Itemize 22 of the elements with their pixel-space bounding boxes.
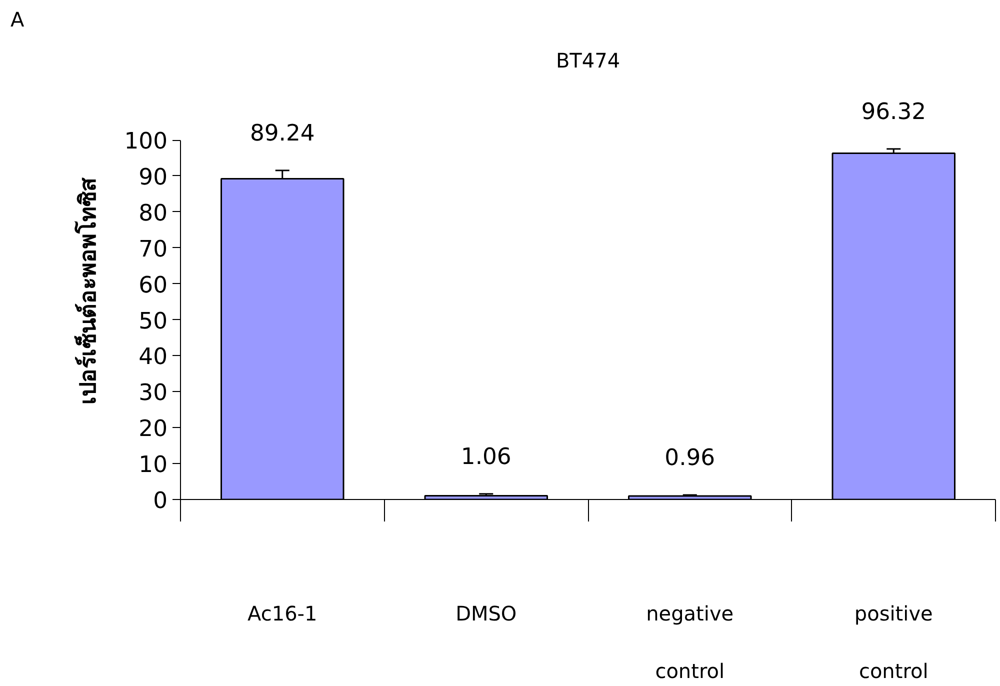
chart-title: BT474: [556, 48, 620, 72]
y-tick-label: 30: [138, 380, 168, 406]
y-tick-label: 70: [138, 236, 168, 262]
y-tick-label: 90: [138, 164, 168, 190]
y-tick-label: 20: [138, 416, 168, 442]
data-label: 0.96: [664, 444, 716, 471]
data-label: 1.06: [460, 444, 512, 470]
y-tick-label: 60: [138, 272, 168, 298]
category-label: positive control: [854, 602, 933, 684]
y-axis-title: เปอร์เซ็นต์อะพอพโทซิส: [73, 178, 102, 404]
x-tick-label: DMSO: [456, 602, 517, 626]
y-tick-label: 10: [138, 452, 168, 478]
x-tick-label: Ac16-1: [248, 602, 318, 626]
category-label: negative control: [646, 602, 734, 684]
data-label: 96.32: [861, 98, 926, 125]
text: A: [10, 8, 24, 32]
y-tick-label: 40: [138, 344, 168, 370]
y-tick-label: 0: [153, 488, 168, 514]
y-tick-label: 80: [138, 200, 168, 226]
y-tick-label: 100: [124, 128, 168, 155]
data-label: 89.24: [250, 120, 315, 146]
y-tick-label: 50: [138, 308, 168, 334]
